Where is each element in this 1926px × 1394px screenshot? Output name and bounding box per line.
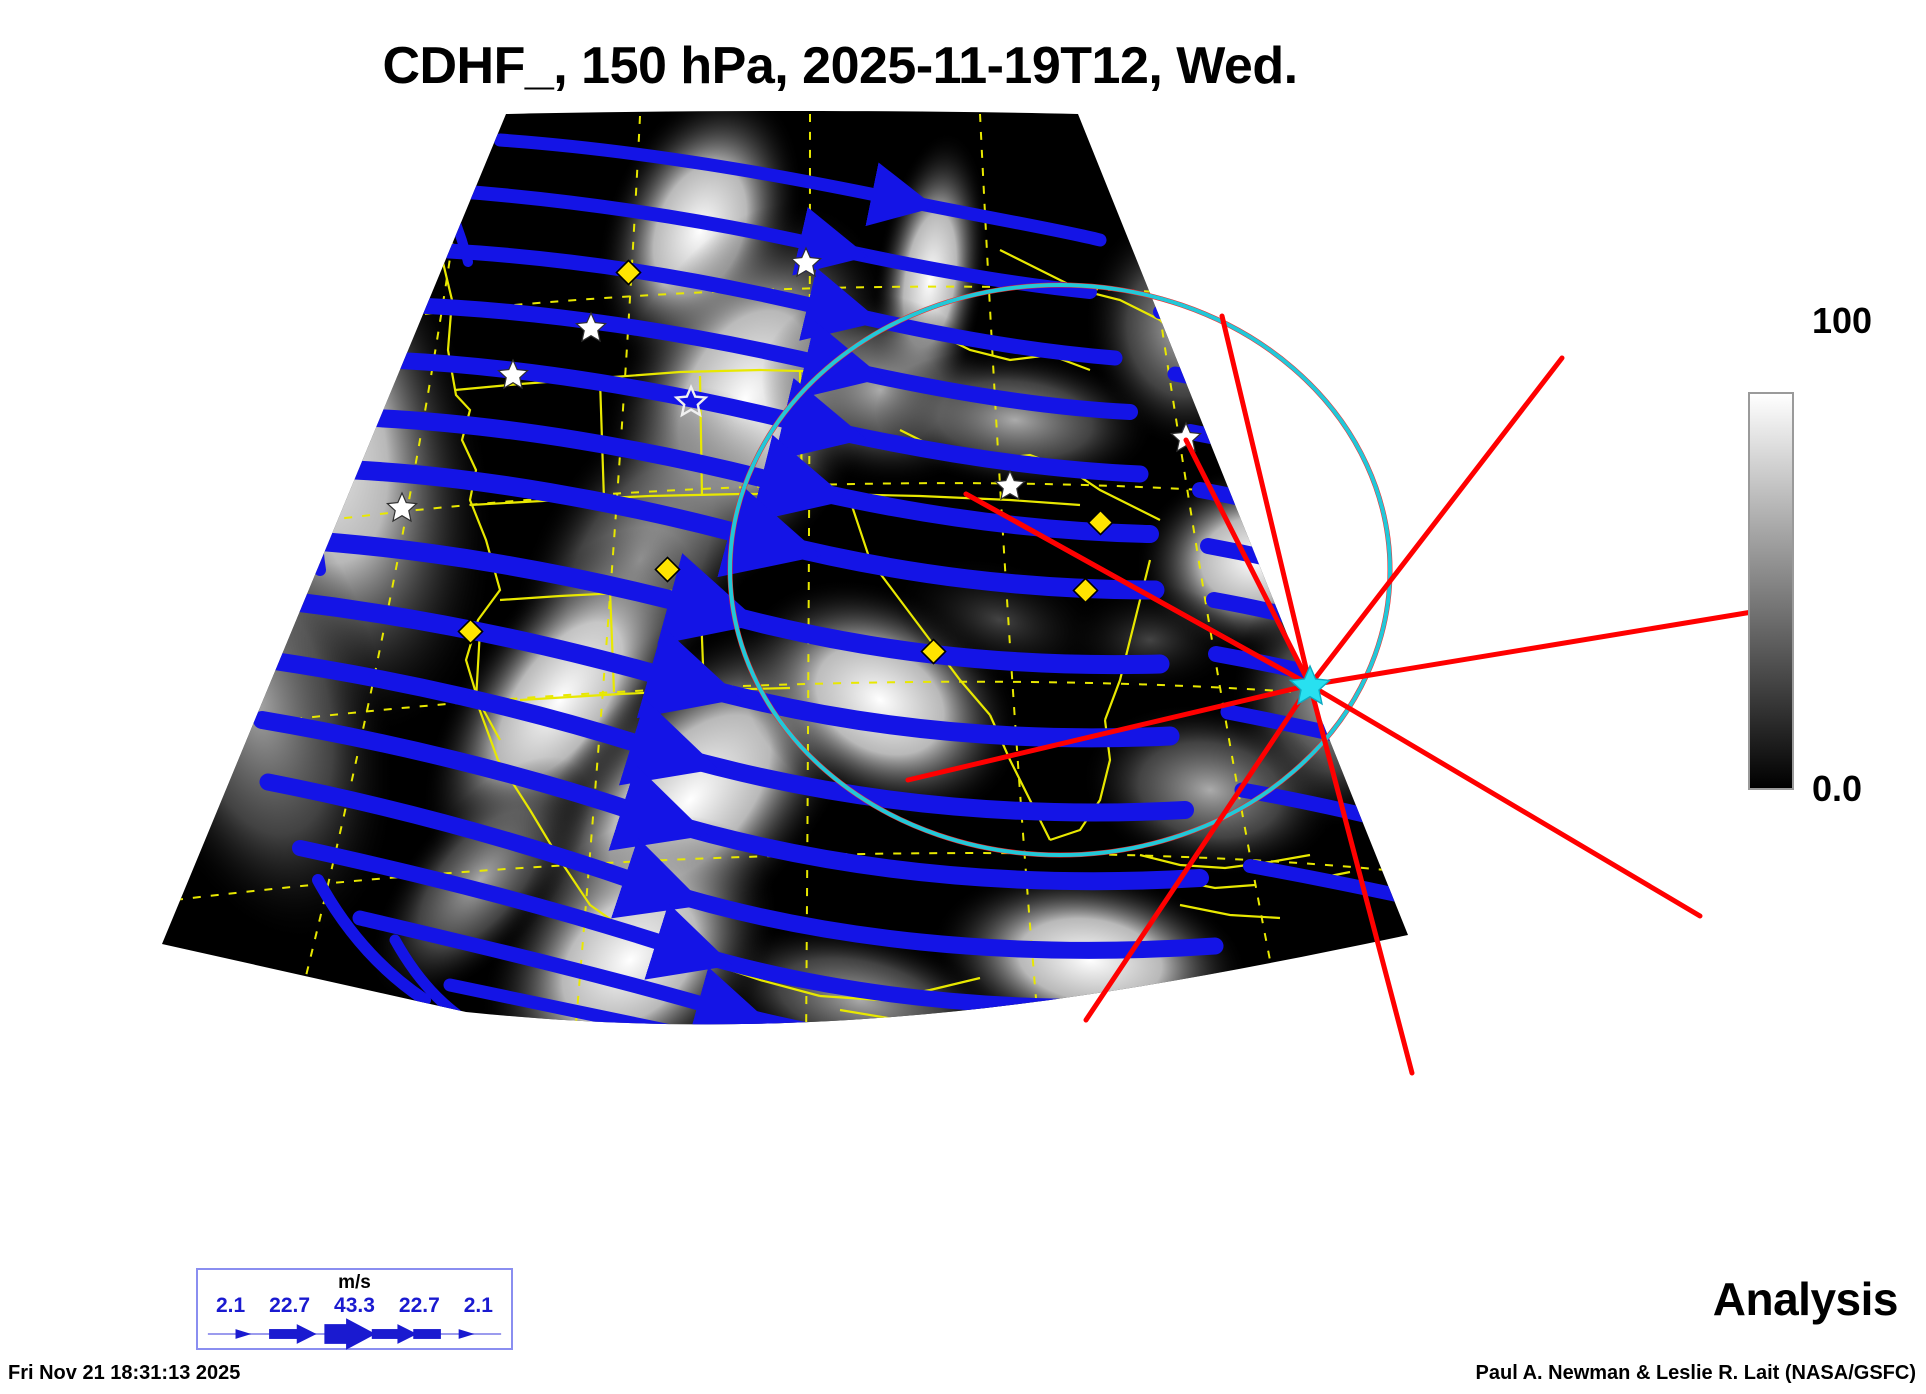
- wind-unit-label: m/s: [338, 1272, 371, 1293]
- wind-arrow-scale: [207, 1318, 502, 1350]
- colorbar-max-label: 100: [1812, 300, 1873, 341]
- station-markers-white[interactable]: [385, 246, 1203, 523]
- generated-timestamp: Fri Nov 21 18:31:13 2025: [8, 1362, 241, 1384]
- station-markers-yellow[interactable]: [457, 259, 1114, 665]
- wind-scale-legend: m/s 2.1 22.7 43.3 22.7 2.1: [196, 1268, 513, 1350]
- wind-value-4: 2.1: [463, 1294, 493, 1317]
- colorbar-gradient: [1748, 392, 1794, 790]
- colorbar[interactable]: [1748, 392, 1794, 790]
- analysis-label: Analysis: [1712, 1273, 1899, 1325]
- range-ring: [727, 282, 1393, 858]
- colorbar-min-label: 0.0: [1812, 768, 1863, 809]
- wind-value-2: 43.3: [334, 1294, 375, 1317]
- wind-value-0: 2.1: [215, 1294, 246, 1317]
- center-marker[interactable]: [1288, 664, 1332, 706]
- page-title: CDHF_, 150 hPa, 2025-11-19T12, Wed.: [382, 37, 1298, 95]
- wind-value-3: 22.7: [398, 1294, 440, 1317]
- wind-value-1: 22.7: [269, 1294, 311, 1317]
- map-field: [162, 111, 1408, 1025]
- wind-value-labels: 2.1 22.7 43.3 22.7 2.1: [198, 1294, 511, 1318]
- credit-label: Paul A. Newman & Leslie R. Lait (NASA/GS…: [1475, 1362, 1916, 1384]
- radial-tracks: [905, 313, 1755, 1076]
